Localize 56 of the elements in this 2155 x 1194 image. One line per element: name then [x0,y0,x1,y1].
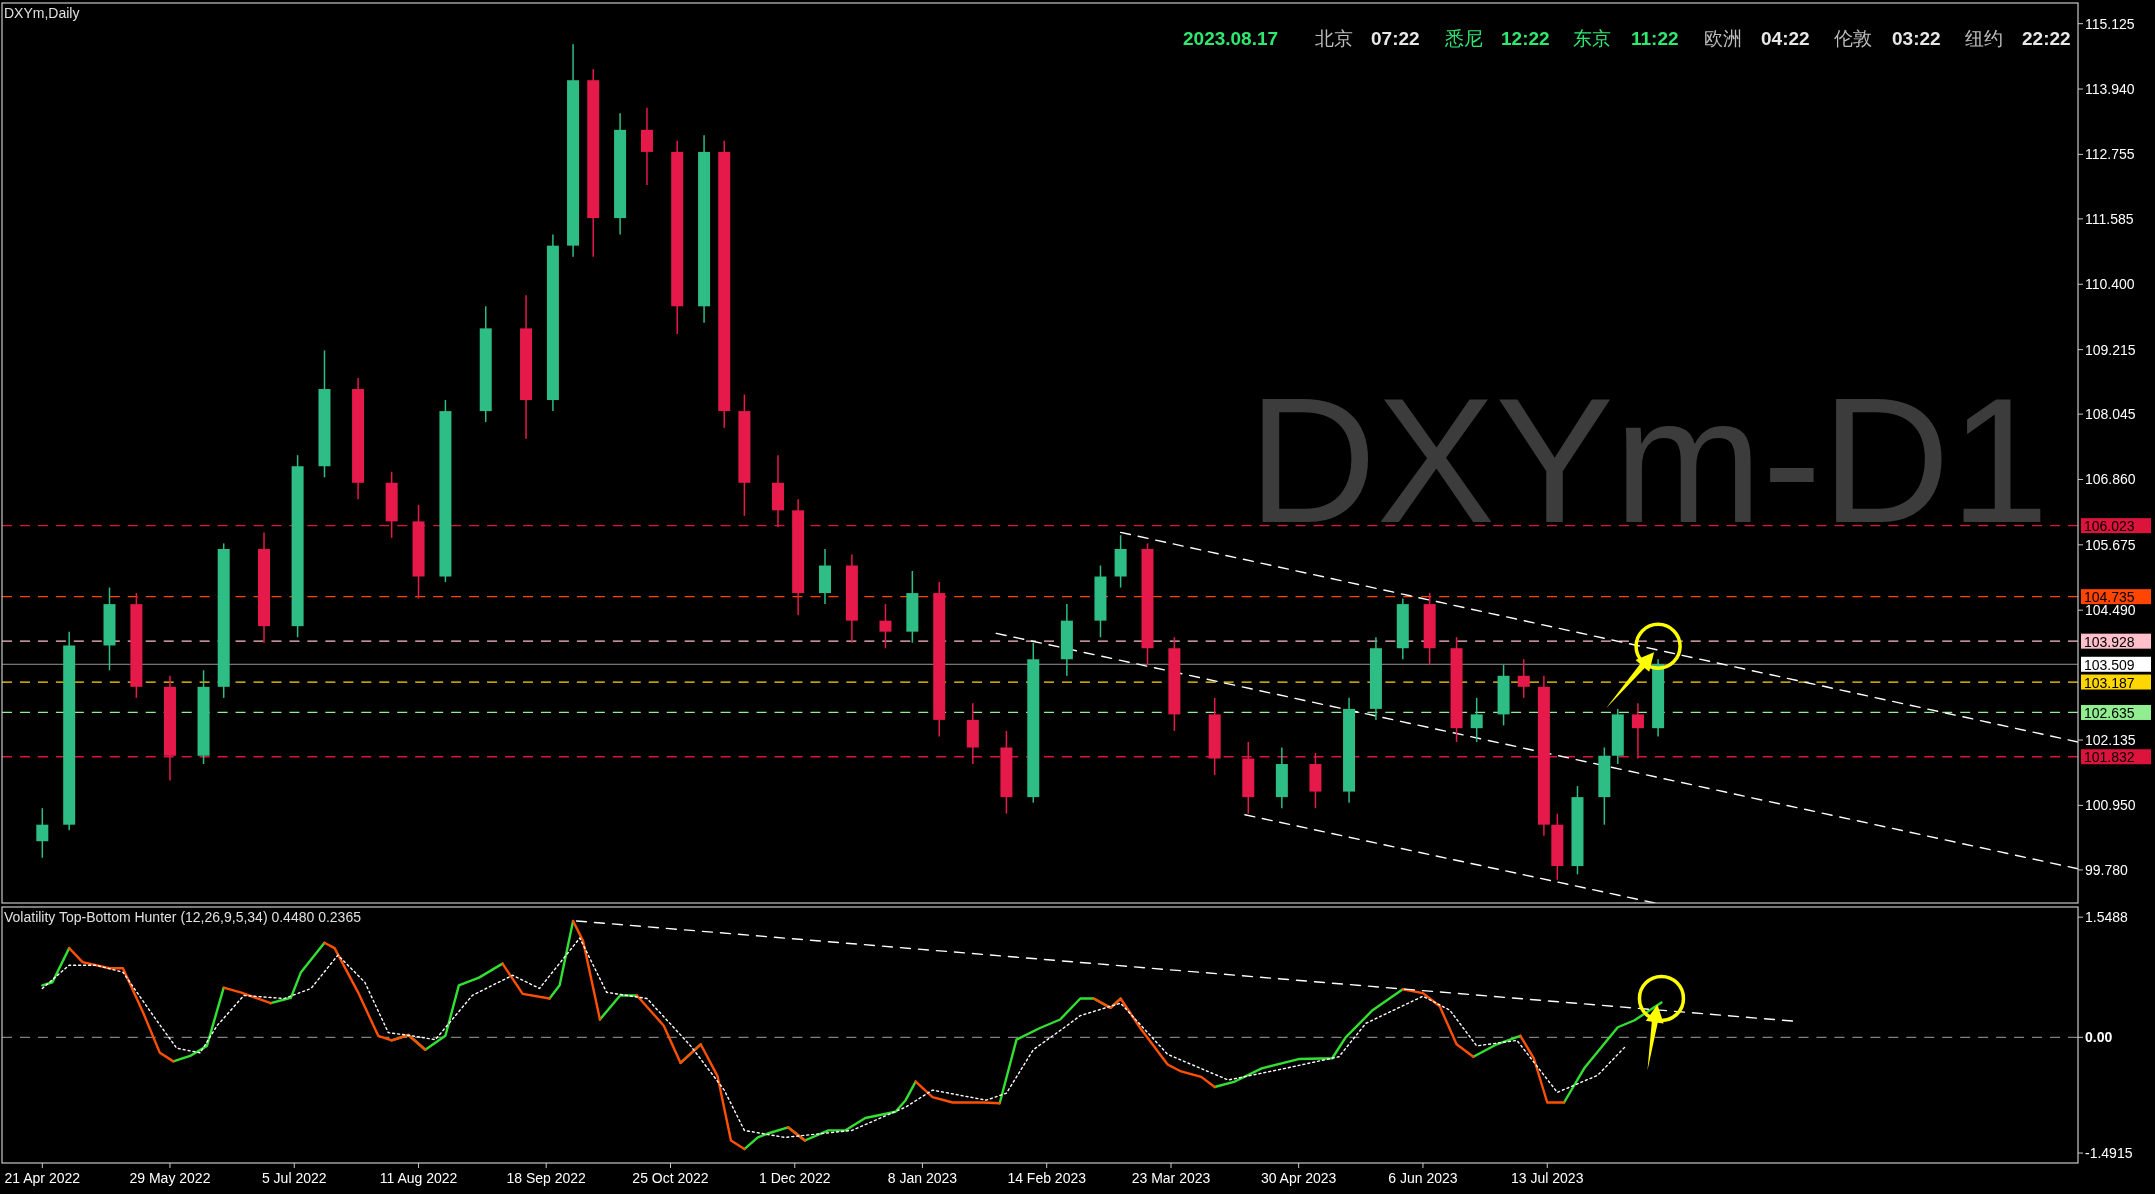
y-tick-label: 106.860 [2085,471,2136,488]
candlestick [640,107,653,186]
y-tick-label: 109.215 [2085,341,2136,358]
annotation: 欧洲 [1704,28,1742,49]
annotation: 07:22 [1371,28,1420,49]
annotation: DXYm-D1 [1248,361,2050,560]
annotation: 12:22 [1501,28,1550,49]
x-tick-label: 23 Mar 2023 [1131,1170,1211,1186]
x-tick-label: 21 Apr 2022 [4,1170,81,1186]
chart-title: DXYm,Daily [4,5,80,21]
y-tick-label: 115.125 [2085,15,2135,32]
annotation: 22:22 [2022,28,2071,49]
x-tick-label: 30 Apr 2023 [1260,1170,1337,1186]
x-tick-label: 5 Jul 2022 [261,1170,327,1186]
y-tick-label: 0.00 [2085,1029,2113,1046]
ref-line-label: 101.832 [2084,749,2135,766]
ref-line-label: 106.023 [2084,518,2135,535]
y-tick-label: 99.780 [2085,861,2129,878]
y-tick-label: 112.755 [2085,146,2135,163]
y-tick-label: 111.585 [2085,210,2134,227]
annotation: 纽约 [1965,28,2003,49]
ref-line-label: 103.509 [2084,656,2135,673]
candlestick [1517,658,1530,699]
annotation: 04:22 [1761,28,1810,49]
x-tick-label: 1 Dec 2022 [758,1170,831,1186]
candlestick [1631,702,1644,760]
ref-line-label: 103.928 [2084,633,2135,650]
x-tick-label: 14 Feb 2023 [1007,1170,1087,1186]
y-tick-label: 110.400 [2085,276,2135,293]
ref-line-label: 103.187 [2084,674,2135,691]
y-tick-label: 1.5488 [2085,909,2129,926]
annotation: 北京 [1315,28,1353,49]
annotation: 伦敦 [1834,28,1872,49]
annotation: 悉尼 [1444,28,1483,49]
x-tick-label: 18 Sep 2022 [506,1170,587,1186]
annotation: 11:22 [1631,28,1679,49]
annotation: 东京 [1573,28,1611,49]
y-tick-label: 108.045 [2085,406,2136,423]
x-tick-label: 6 Jun 2023 [1388,1170,1458,1186]
chart-title: Volatility Top-Bottom Hunter (12,26,9,5,34) 0.4480 0.2365 [4,909,362,925]
candlestick [1470,697,1483,743]
x-tick-label: 13 Jul 2023 [1511,1170,1584,1186]
y-tick-label: 102.135 [2085,732,2136,749]
candlestick [36,807,49,859]
annotation: 03:22 [1892,28,1941,49]
annotation: 2023.08.17 [1183,28,1279,49]
ref-line-label: 102.635 [2084,704,2135,721]
y-tick-label: 100.950 [2085,797,2136,814]
y-tick-label: 113.940 [2085,81,2135,98]
x-tick-label: 29 May 2022 [129,1170,211,1186]
candlestick [879,603,892,649]
x-tick-label: 8 Jan 2023 [887,1170,958,1186]
y-tick-label: -1.4915 [2085,1145,2133,1162]
x-tick-label: 25 Oct 2022 [632,1170,709,1186]
y-tick-label: 105.675 [2085,536,2136,553]
x-tick-label: 11 Aug 2022 [379,1170,458,1186]
